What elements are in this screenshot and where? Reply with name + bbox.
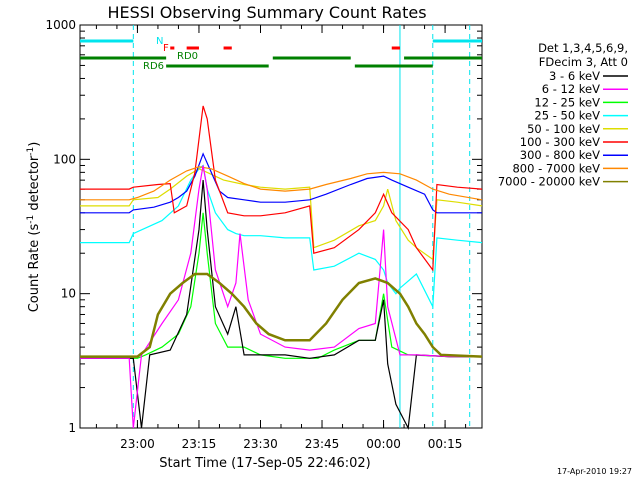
legend-label: 3 - 6 keV [549,69,600,83]
y-axis-label-part3: ) [27,142,42,147]
legend-label: 50 - 100 keV [527,122,600,136]
legend-label: 300 - 800 keV [520,148,600,162]
chart-title: HESSI Observing Summary Count Rates [107,3,426,22]
x-tick-label: 23:45 [305,437,340,451]
y-axis-label-part2: detector [27,155,42,215]
legend-label: 6 - 12 keV [542,82,600,96]
x-tick-label: 00:15 [428,437,463,451]
series-line [80,168,483,261]
x-tick-label: 23:00 [120,437,155,451]
y-axis-label-part1: Count Rate (s [27,224,42,313]
series-line [80,105,483,272]
series-line [80,180,482,431]
n-flag-label: N [156,36,163,47]
rd0-flag-label: RD0 [177,51,198,62]
legend-header-line2: FDecim 3, Att 0 [539,55,628,69]
legend-label: 7000 - 20000 keV [498,175,600,189]
x-axis: 23:00 23:15 23:30 23:45 00:00 00:15 [95,25,467,451]
legend: Det 1,3,4,5,6,9, FDecim 3, Att 0 3 - 6 k… [498,41,628,189]
observing-flags: NF RD0 RD6 [80,25,482,428]
x-axis-label: Start Time (17-Sep-05 22:46:02) [159,456,370,471]
series-lines [80,105,483,431]
y-axis-label-sup2: -1 [26,147,36,156]
y-axis-label: Count Rate (s-1 detector-1) [26,142,42,313]
legend-label: 12 - 25 keV [534,95,600,109]
legend-header-line1: Det 1,3,4,5,6,9, [538,41,628,55]
series-line [80,212,482,359]
footer-date: 17-Apr-2010 19:27 [557,467,632,476]
x-tick-label: 23:15 [182,437,217,451]
y-tick-label: 10 [61,287,76,301]
legend-label: 800 - 7000 keV [512,161,600,175]
y-tick-label: 100 [53,152,76,166]
series-line [80,166,483,201]
y-axis-label-sup1: -1 [26,215,36,224]
y-tick-label: 1 [68,421,76,435]
legend-label: 100 - 300 keV [520,135,600,149]
series-line [80,272,483,358]
x-tick-label: 00:00 [366,437,401,451]
y-tick-label: 1000 [45,18,76,32]
series-line [80,165,482,429]
f-flag-label: F [163,43,169,54]
legend-label: 25 - 50 keV [534,109,600,123]
x-tick-label: 23:30 [243,437,278,451]
rd6-flag-label: RD6 [143,61,164,72]
series-line [80,164,483,309]
